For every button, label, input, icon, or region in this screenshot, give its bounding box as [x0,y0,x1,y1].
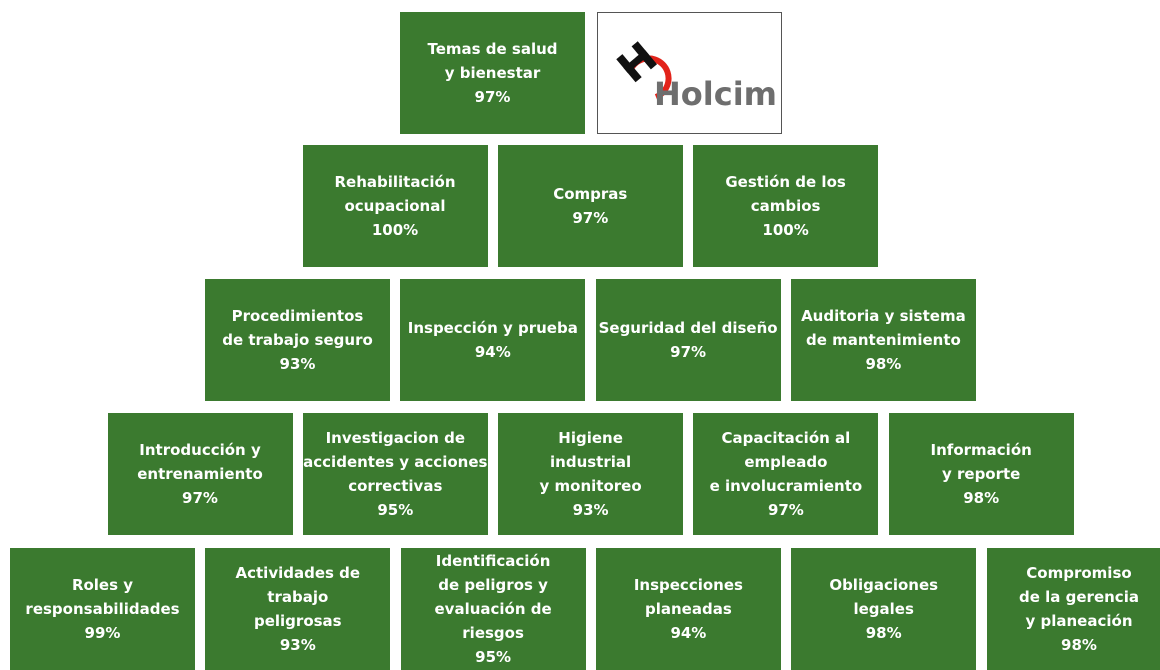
box-label: planeadas [645,597,732,621]
box-value: 97% [182,486,218,510]
box-value: 97% [670,340,706,364]
box-label: responsabilidades [25,597,179,621]
box-label: industrial [550,450,631,474]
box-label: Procedimientos [232,304,364,328]
box-label: ocupacional [344,194,445,218]
box-label: accidentes y acciones [303,450,487,474]
box-value: 93% [280,633,316,657]
box-label: y planeación [1026,609,1133,633]
box-label: Compras [553,182,627,206]
box-label: Gestión de los [725,170,845,194]
box-value: 93% [280,352,316,376]
box-value: 100% [372,218,418,242]
box-label: Introducción y [139,438,260,462]
box-label: peligrosas [254,609,342,633]
box-value: 97% [768,498,804,522]
box-label: trabajo [267,585,328,609]
box-label: Identificación [436,549,551,573]
box-label: Información [931,438,1032,462]
logo-h [616,41,657,82]
logo-text: Holcim [654,75,777,113]
box-value: 98% [866,621,902,645]
box-value: 98% [1061,633,1097,657]
box-label: Roles y [72,573,133,597]
box-label: Compromiso [1026,561,1131,585]
box-label: Auditoria y sistema [801,304,966,328]
logo-icon [598,13,781,133]
box-label: riesgos [462,621,524,645]
box-label: cambios [751,194,821,218]
box-label: de la gerencia [1019,585,1139,609]
box-label: y bienestar [445,61,541,85]
box-label: Actividades de [236,561,361,585]
box-value: 100% [762,218,808,242]
box-label: correctivas [348,474,442,498]
box-value: 95% [377,498,413,522]
box-label: Temas de salud [427,37,557,61]
box-label: Rehabilitación [335,170,456,194]
box-value: 94% [475,340,511,364]
box-label: evaluación de [435,597,552,621]
box-label: y monitoreo [540,474,642,498]
box-label: Higiene [558,426,623,450]
box-label: y reporte [942,462,1020,486]
box-value: 98% [865,352,901,376]
box-label: e involucramiento [710,474,863,498]
box-value: 94% [670,621,706,645]
box-value: 98% [963,486,999,510]
box-label: de trabajo seguro [222,328,373,352]
box-label: Inspección y prueba [408,316,578,340]
box-value: 93% [573,498,609,522]
logo: Holcim [597,12,782,134]
box-label: de mantenimiento [806,328,961,352]
box-label: Inspecciones [634,573,743,597]
box-value: 95% [475,645,511,669]
box-label: de peligros y [438,573,548,597]
box-label: Obligaciones [829,573,938,597]
box-label: empleado [744,450,827,474]
box-label: Seguridad del diseño [599,316,778,340]
box-value: 97% [475,85,511,109]
box-label: Capacitación al [721,426,850,450]
box-value: 99% [85,621,121,645]
box-label: Investigacion de [326,426,465,450]
box-value: 97% [572,206,608,230]
box-label: legales [853,597,913,621]
box-label: entrenamiento [137,462,263,486]
